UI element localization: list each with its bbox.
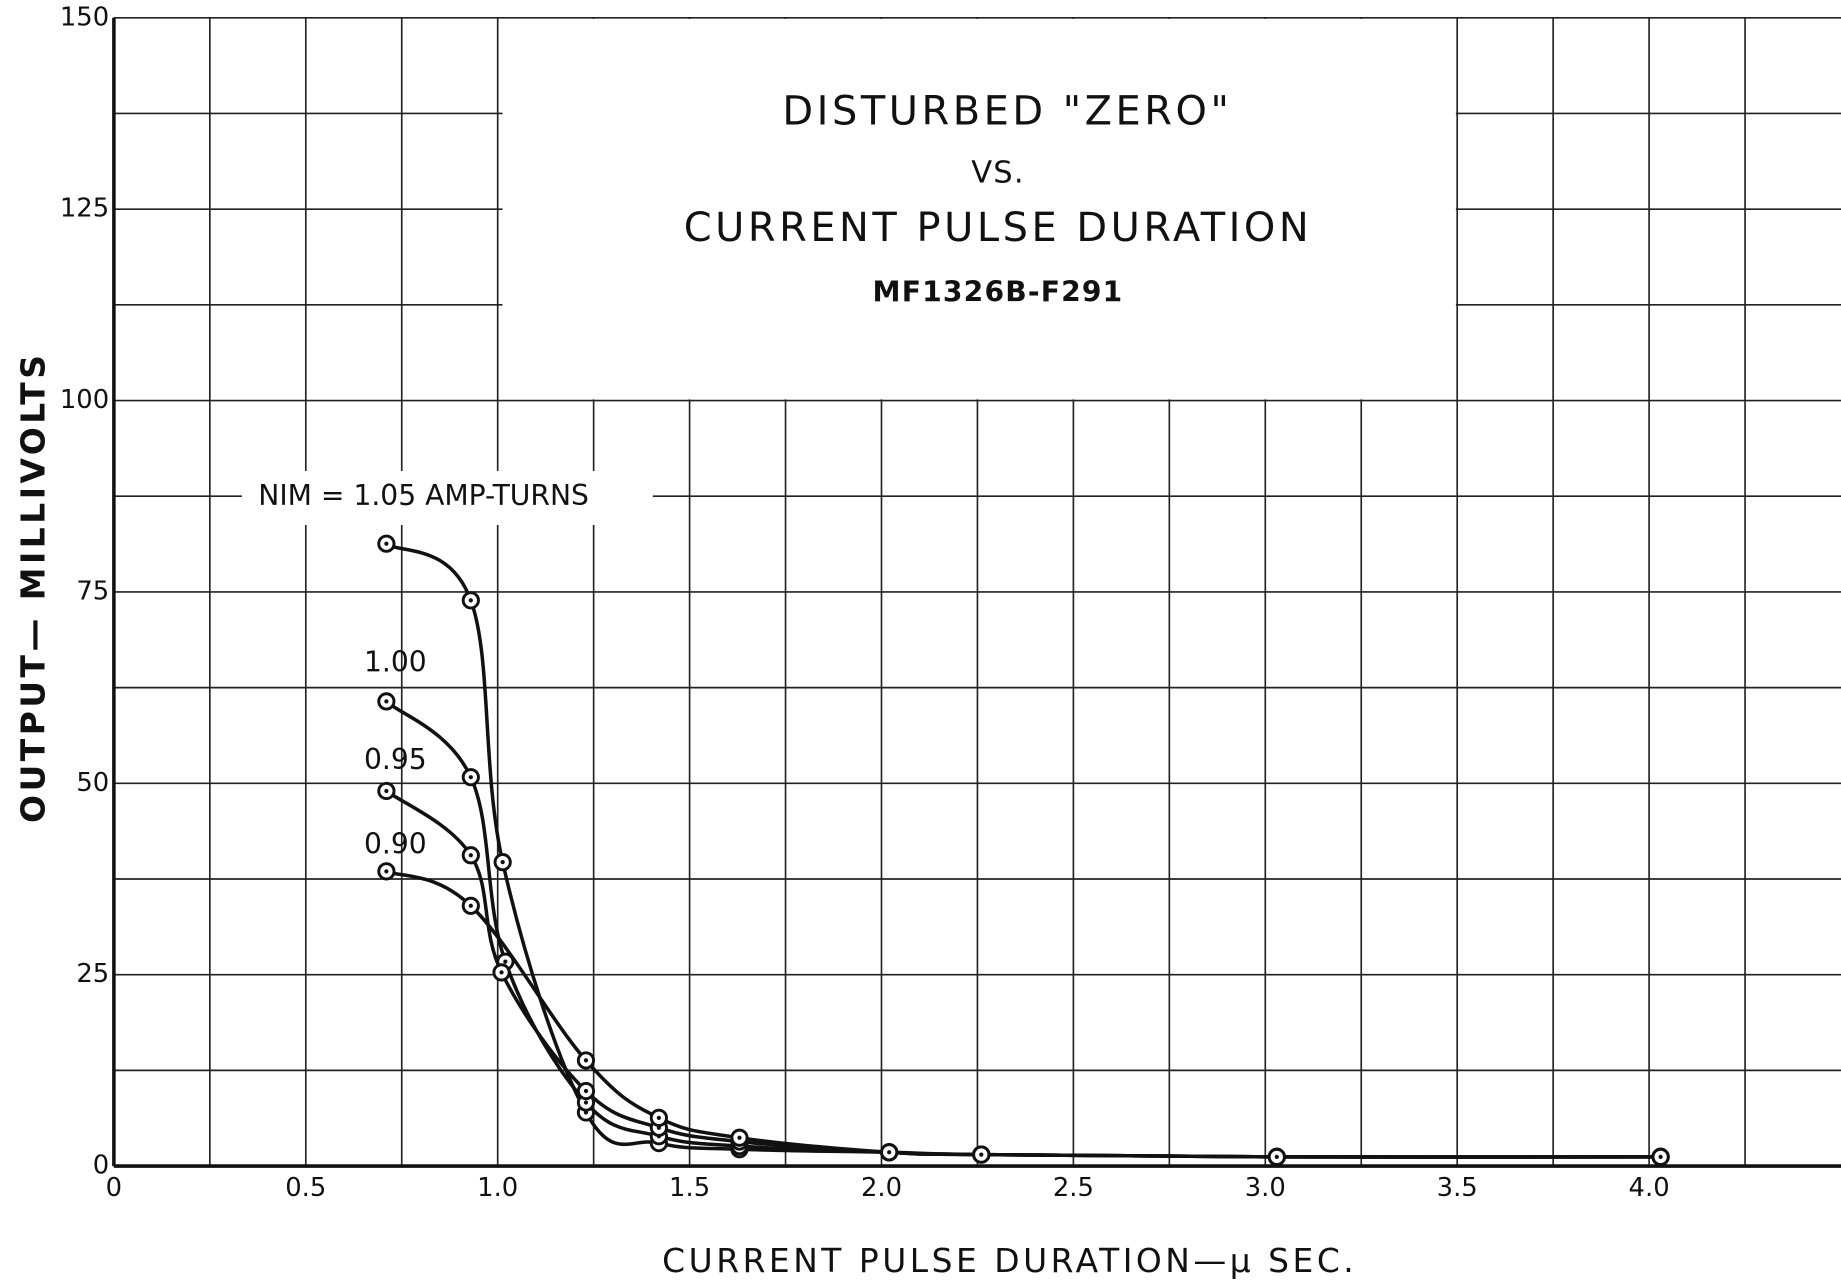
y-tick-label: 100 xyxy=(60,385,109,415)
data-point-dot xyxy=(583,1100,589,1105)
data-point-dot xyxy=(503,959,508,964)
x-tick-label: 3.5 xyxy=(1437,1173,1478,1203)
data-point-dot xyxy=(468,598,473,603)
data-point-dot xyxy=(384,869,389,874)
x-tick-label: 1.5 xyxy=(669,1173,710,1203)
x-axis-label: CURRENT PULSE DURATION—μ SEC. xyxy=(662,1241,1357,1280)
data-point-dot xyxy=(737,1135,742,1140)
chart-subtitle: VS. xyxy=(971,155,1024,190)
y-tick-label: 75 xyxy=(76,576,109,606)
x-tick-label: 4.0 xyxy=(1629,1173,1670,1203)
chart-subtitle: MF1326B-F291 xyxy=(873,276,1124,309)
data-point-dot xyxy=(887,1150,892,1155)
series-label: NIM = 1.05 AMP-TURNS xyxy=(258,479,589,512)
data-point-dot xyxy=(583,1058,589,1063)
data-point-dot xyxy=(499,970,504,975)
data-point-dot xyxy=(979,1152,984,1157)
y-tick-label: 125 xyxy=(60,194,109,224)
x-tick-label: 2.0 xyxy=(861,1173,902,1203)
chart-title: DISTURBED "ZERO" xyxy=(782,89,1232,135)
y-tick-label: 150 xyxy=(60,2,109,32)
data-point-dot xyxy=(500,860,505,865)
data-point-dot xyxy=(1658,1154,1663,1159)
x-tick-label: 0 xyxy=(106,1173,122,1203)
x-tick-label: 2.5 xyxy=(1053,1173,1094,1203)
y-axis-label: OUTPUT— MILLIVOLTS xyxy=(14,352,53,823)
data-point-dot xyxy=(468,903,473,908)
title-box xyxy=(502,18,1456,400)
y-tick-label: 25 xyxy=(76,959,109,989)
series-label: 1.00 xyxy=(364,646,427,679)
data-point-dot xyxy=(468,853,473,858)
data-point-dot xyxy=(384,788,389,794)
series-label: 0.90 xyxy=(364,828,427,861)
data-point-dot xyxy=(384,541,389,546)
data-point-dot xyxy=(656,1115,662,1120)
chart-subtitle: CURRENT PULSE DURATION xyxy=(684,205,1313,251)
y-tick-label: 0 xyxy=(93,1151,109,1181)
y-tick-label: 50 xyxy=(76,768,109,798)
line xyxy=(385,869,1661,1159)
series-label: 0.95 xyxy=(364,743,427,776)
x-tick-label: 1.0 xyxy=(477,1173,518,1203)
data-point-dot xyxy=(468,775,473,780)
label-box xyxy=(241,470,653,526)
data-point-dot xyxy=(1274,1154,1279,1159)
data-point-dot xyxy=(384,699,389,704)
data-point-dot xyxy=(583,1088,589,1094)
x-tick-label: 0.5 xyxy=(285,1173,326,1203)
x-tick-label: 3.0 xyxy=(1245,1173,1286,1203)
